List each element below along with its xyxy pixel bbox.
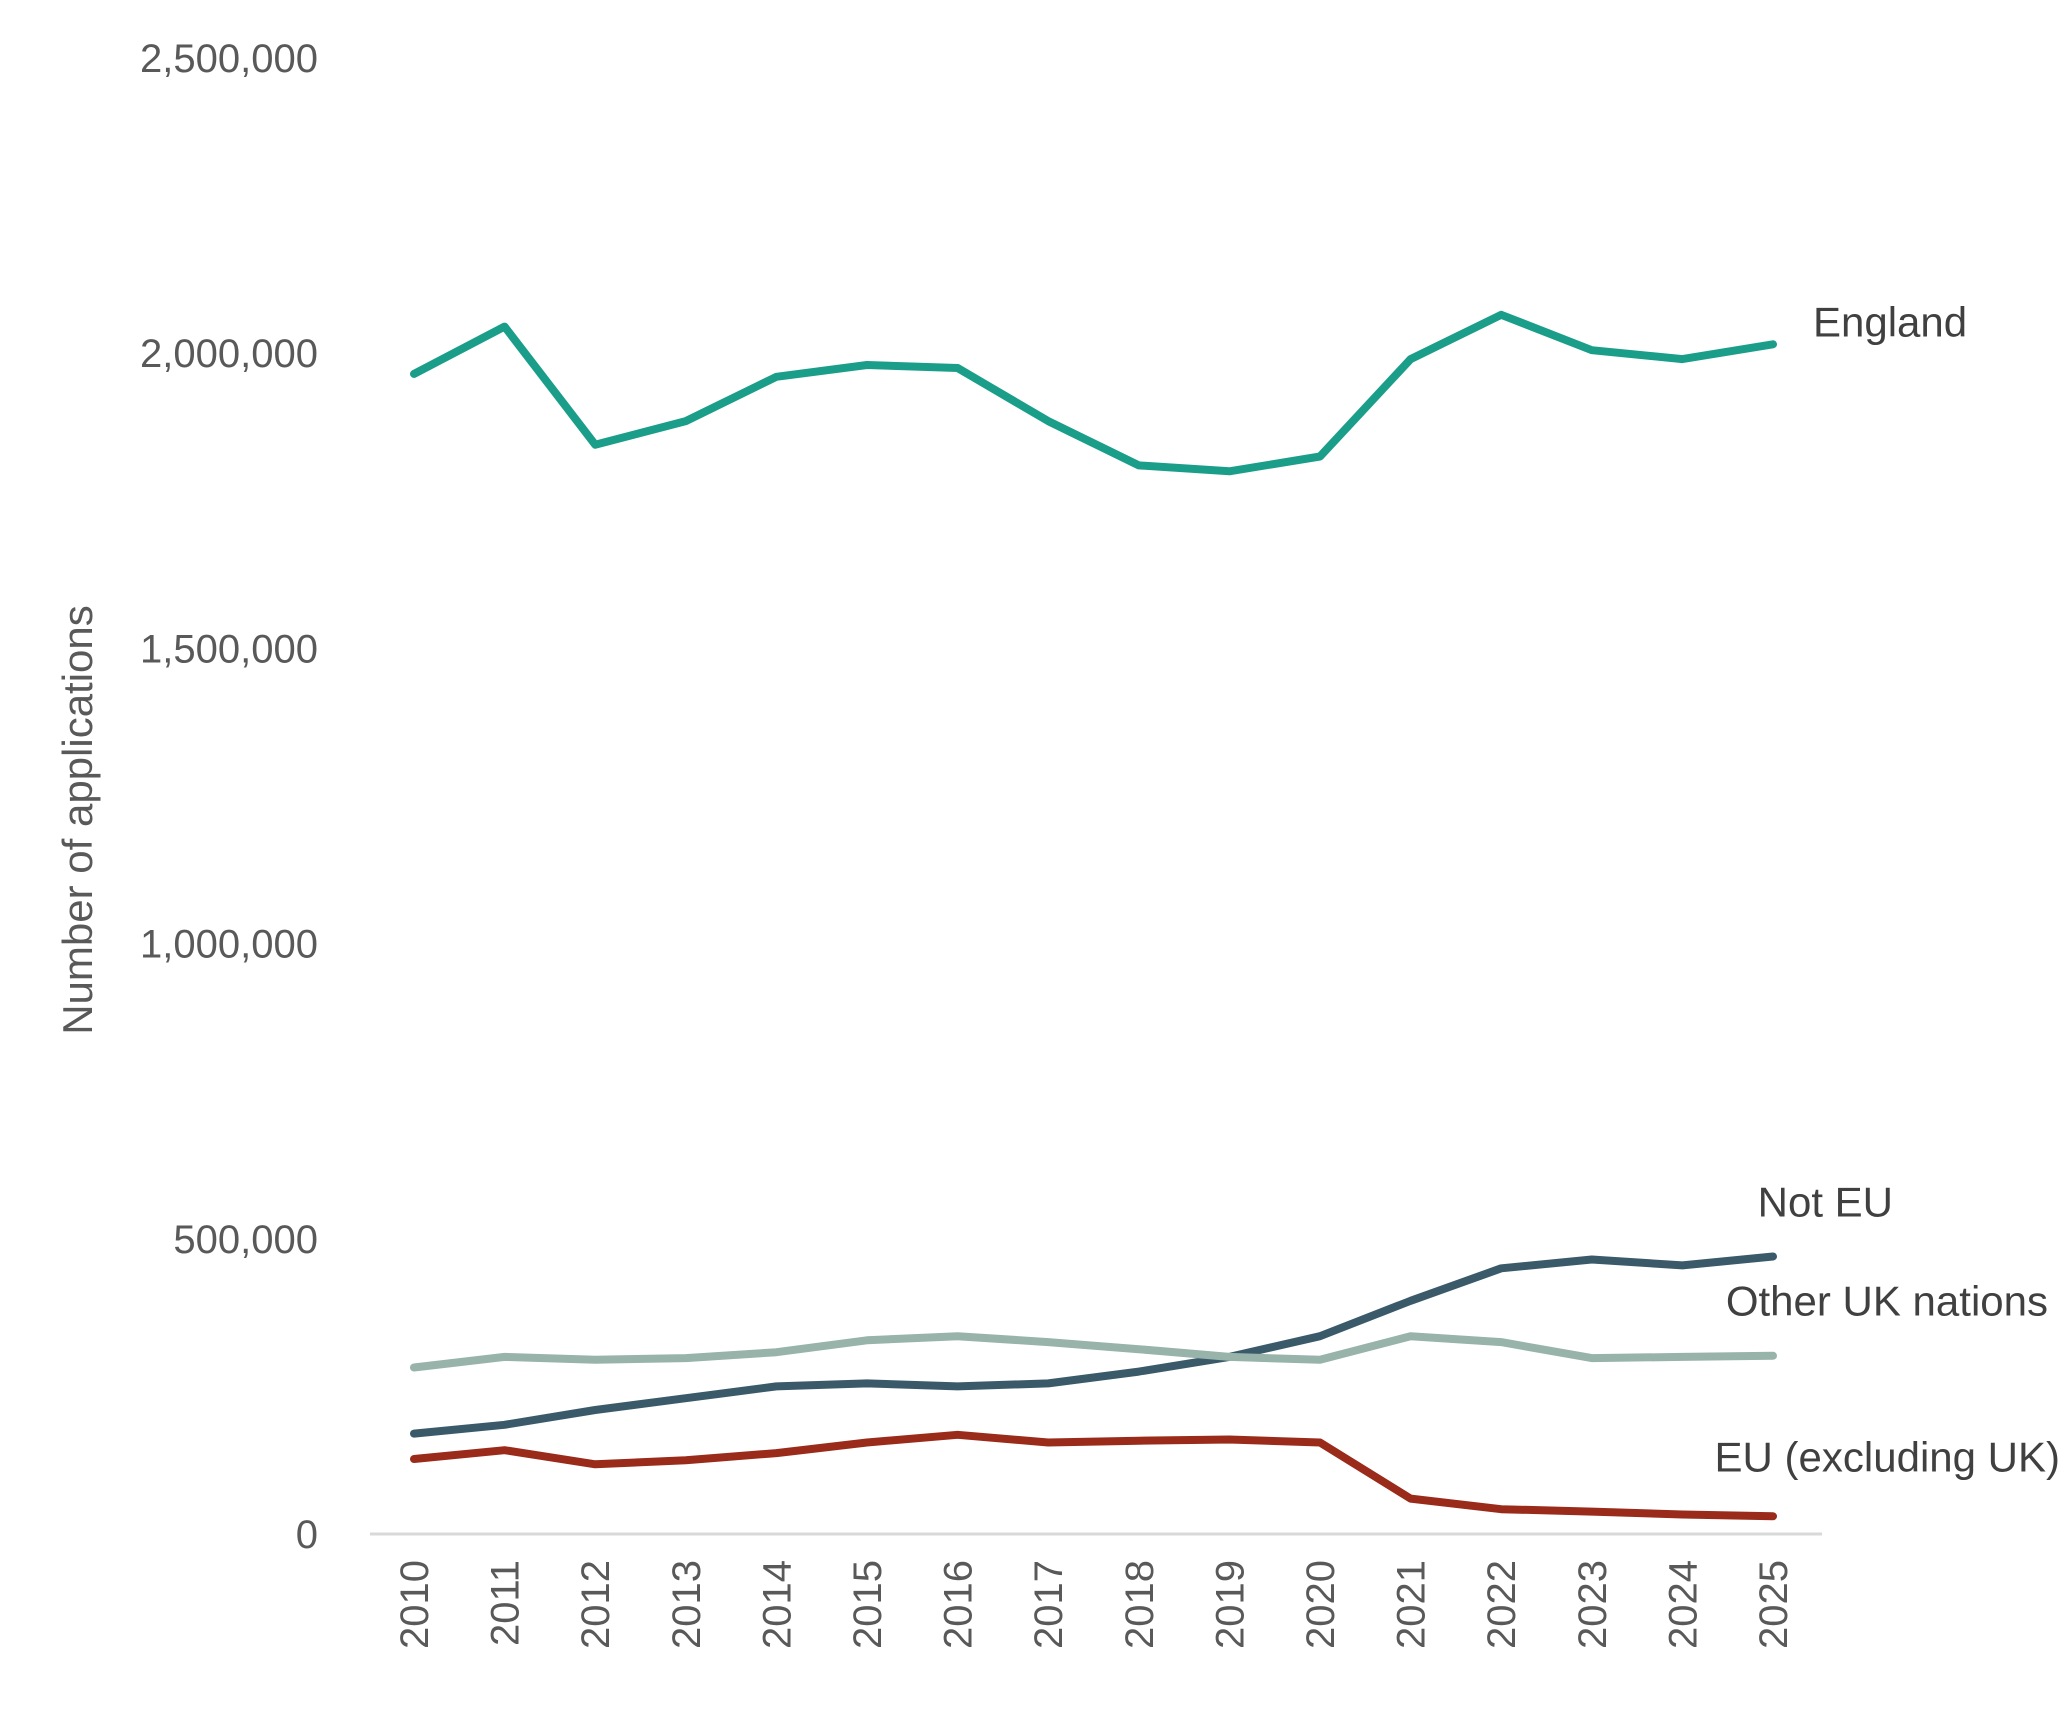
y-tick-label: 2,000,000 [140, 332, 318, 376]
x-tick-label: 2025 [1752, 1560, 1796, 1649]
x-tick-label: 2014 [755, 1560, 799, 1649]
y-tick-label: 1,500,000 [140, 627, 318, 671]
y-tick-label: 0 [296, 1513, 318, 1557]
x-axis-ticks: 2010 2011 2012 2013 2014 2015 2016 2017 2018 2019… [393, 1560, 1796, 1649]
x-tick-label: 2012 [574, 1560, 618, 1649]
x-tick-label: 2021 [1390, 1560, 1434, 1649]
y-tick-label: 500,000 [173, 1218, 318, 1262]
x-tick-label: 2017 [1027, 1560, 1071, 1649]
x-tick-label: 2011 [484, 1560, 528, 1646]
y-axis-ticks: 0 500,000 1,000,000 1,500,000 2,000,000 2,500… [140, 37, 318, 1557]
x-tick-label: 2018 [1118, 1560, 1162, 1649]
series-label-england: England [1813, 298, 1967, 345]
x-tick-label: 2013 [665, 1560, 709, 1649]
y-tick-label: 2,500,000 [140, 37, 318, 81]
x-tick-label: 2010 [393, 1560, 437, 1649]
x-tick-label: 2019 [1208, 1560, 1252, 1649]
series-line-eu-excluding-uk [410, 1430, 1777, 1521]
x-tick-label: 2015 [846, 1560, 890, 1649]
y-tick-label: 1,000,000 [140, 923, 318, 967]
series-line-not-eu [410, 1252, 1777, 1438]
series-line-other-uk-nations [410, 1332, 1777, 1372]
x-tick-label: 2023 [1571, 1560, 1615, 1649]
series-label-not-eu: Not EU [1758, 1179, 1893, 1226]
series-label-eu-excluding-uk: EU (excluding UK) [1715, 1433, 2060, 1480]
x-tick-label: 2016 [937, 1560, 981, 1649]
x-tick-label: 2022 [1480, 1560, 1524, 1649]
series-line-england [410, 310, 1777, 476]
x-tick-label: 2024 [1661, 1560, 1705, 1649]
x-tick-label: 2020 [1299, 1560, 1343, 1649]
series-lines [410, 310, 1777, 1521]
series-label-other-uk-nations: Other UK nations [1726, 1278, 2048, 1325]
y-axis-title: Number of applications [54, 605, 101, 1035]
series-labels: England Not EU Other UK nations EU (excludi… [1715, 298, 2060, 1480]
